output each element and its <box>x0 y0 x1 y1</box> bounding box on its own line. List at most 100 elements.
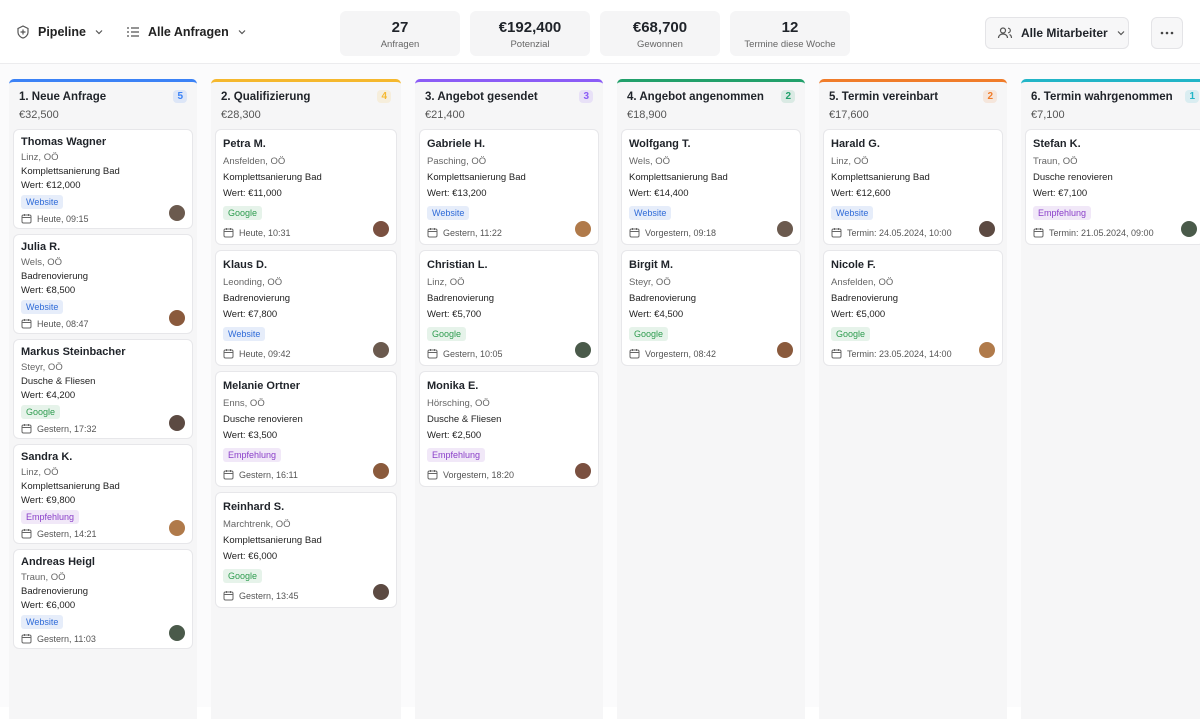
avatar <box>575 463 591 479</box>
lead-footer: Gestern, 10:05 <box>427 348 591 359</box>
source-tag: Google <box>831 327 870 341</box>
lead-location: Traun, OÖ <box>21 572 185 583</box>
view-button[interactable]: Pipeline <box>16 25 104 39</box>
lead-footer: Termin: 23.05.2024, 14:00 <box>831 348 995 359</box>
avatar <box>979 342 995 358</box>
source-tag: Website <box>223 327 265 341</box>
lead-name: Birgit M. <box>629 259 793 271</box>
column-count: 4 <box>377 90 391 103</box>
staff-button[interactable]: Alle Mitarbeiter <box>985 17 1129 49</box>
column-total: €28,300 <box>215 103 397 129</box>
users-icon <box>997 26 1013 40</box>
column-title: 2. Qualifizierung <box>221 91 310 103</box>
calendar-icon <box>427 469 438 480</box>
column-count: 2 <box>781 90 795 103</box>
column-count: 2 <box>983 90 997 103</box>
lead-value: Wert: €8,500 <box>21 285 185 296</box>
column-total: €21,400 <box>419 103 599 129</box>
lead-footer: Heute, 09:15 <box>21 213 185 224</box>
lead-date: Heute, 09:15 <box>37 214 89 224</box>
lead-service: Badrenovierung <box>21 271 185 282</box>
lead-value: Wert: €5,700 <box>427 309 591 320</box>
lead-service: Komplettsanierung Bad <box>223 535 389 546</box>
column-title: 3. Angebot gesendet <box>425 91 538 103</box>
lead-location: Steyr, OÖ <box>629 277 793 288</box>
lead-location: Hörsching, OÖ <box>427 398 591 409</box>
column-header: 2. Qualifizierung 4 <box>215 90 397 103</box>
lead-footer: Gestern, 16:11 <box>223 469 389 480</box>
chevron <box>237 27 247 37</box>
calendar-icon <box>21 528 32 539</box>
lead-date: Gestern, 13:45 <box>239 591 299 601</box>
lead-service: Komplettsanierung Bad <box>831 172 995 183</box>
more-button[interactable] <box>1151 17 1183 49</box>
calendar-icon <box>21 633 32 644</box>
column-total: €17,600 <box>823 103 1003 129</box>
lead-name: Petra M. <box>223 138 389 150</box>
lead-name: Julia R. <box>21 241 185 253</box>
stat-label: Anfragen <box>340 39 460 50</box>
lead-value: Wert: €12,600 <box>831 188 995 199</box>
calendar-icon <box>21 213 32 224</box>
lead-footer: Vorgestern, 18:20 <box>427 469 591 480</box>
avatar <box>373 584 389 600</box>
lead-value: Wert: €5,000 <box>831 309 995 320</box>
calendar-icon <box>629 227 640 238</box>
calendar-icon <box>223 590 234 601</box>
lead-value: Wert: €7,100 <box>1033 188 1197 199</box>
lead-location: Wels, OÖ <box>629 156 793 167</box>
lead-value: Wert: €12,000 <box>21 180 185 191</box>
lead-date: Vorgestern, 09:18 <box>645 228 716 238</box>
lead-name: Harald G. <box>831 138 995 150</box>
lead-value: Wert: €6,000 <box>223 551 389 562</box>
avatar <box>373 463 389 479</box>
lead-location: Linz, OÖ <box>21 152 185 163</box>
lead-date: Termin: 23.05.2024, 14:00 <box>847 349 952 359</box>
source-tag: Website <box>21 300 63 314</box>
lead-name: Gabriele H. <box>427 138 591 150</box>
column-count: 1 <box>1185 90 1199 103</box>
calendar-icon <box>427 348 438 359</box>
lead-service: Dusche renovieren <box>223 414 389 425</box>
source-tag: Google <box>223 569 262 583</box>
lead-location: Enns, OÖ <box>223 398 389 409</box>
lead-date: Termin: 24.05.2024, 10:00 <box>847 228 952 238</box>
lead-location: Ansfelden, OÖ <box>223 156 389 167</box>
calendar-icon <box>629 348 640 359</box>
lead-name: Wolfgang T. <box>629 138 793 150</box>
avatar <box>575 221 591 237</box>
filter-button[interactable]: Alle Anfragen <box>126 25 247 39</box>
lead-value: Wert: €3,500 <box>223 430 389 441</box>
calendar-icon <box>223 348 234 359</box>
avatar <box>169 625 185 641</box>
lead-value: Wert: €7,800 <box>223 309 389 320</box>
avatar <box>169 415 185 431</box>
lead-location: Leonding, OÖ <box>223 277 389 288</box>
lead-footer: Heute, 08:47 <box>21 318 185 329</box>
column-title: 5. Termin vereinbart <box>829 91 938 103</box>
